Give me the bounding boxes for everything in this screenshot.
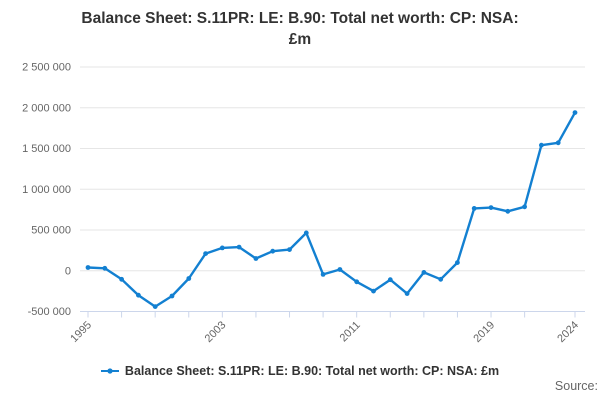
legend-line-marker-icon bbox=[100, 368, 119, 374]
data-point[interactable] bbox=[387, 277, 393, 283]
data-point[interactable] bbox=[169, 293, 175, 299]
data-point[interactable] bbox=[522, 204, 527, 210]
data-point[interactable] bbox=[555, 140, 561, 146]
data-point[interactable] bbox=[287, 247, 292, 253]
x-axis-tick-label: 2003 bbox=[203, 319, 229, 345]
x-axis-tick-label: 1995 bbox=[68, 319, 94, 345]
x-axis-tick-label: 2011 bbox=[338, 319, 363, 344]
data-point[interactable] bbox=[102, 265, 108, 271]
x-axis-tick-label: 2024 bbox=[555, 319, 581, 345]
chart-title-line1: Balance Sheet: S.11PR: LE: B.90: Total n… bbox=[81, 10, 519, 27]
data-point[interactable] bbox=[539, 142, 544, 148]
data-point[interactable] bbox=[572, 110, 578, 115]
chart-title: Balance Sheet: S.11PR: LE: B.90: Total n… bbox=[0, 8, 600, 50]
data-point[interactable] bbox=[371, 288, 376, 294]
data-point[interactable] bbox=[119, 276, 124, 282]
y-axis-tick-label: 2 000 000 bbox=[22, 102, 71, 114]
data-point[interactable] bbox=[219, 245, 225, 251]
data-point[interactable] bbox=[404, 291, 410, 296]
y-axis-tick-label: 1 500 000 bbox=[22, 143, 71, 155]
y-axis-tick-label: -500 000 bbox=[28, 306, 71, 318]
source-label: Source: bbox=[554, 379, 598, 393]
data-point[interactable] bbox=[203, 251, 209, 256]
y-axis-tick-label: 1 000 000 bbox=[22, 184, 71, 196]
data-point[interactable] bbox=[303, 230, 309, 236]
data-point[interactable] bbox=[354, 279, 360, 285]
y-axis-tick-label: 500 000 bbox=[31, 225, 71, 237]
data-point[interactable] bbox=[236, 244, 242, 250]
chart-title-line2: £m bbox=[288, 31, 312, 48]
data-point[interactable] bbox=[270, 248, 276, 254]
data-point[interactable] bbox=[488, 205, 494, 211]
x-axis-tick-label: 2019 bbox=[471, 319, 497, 345]
data-point[interactable] bbox=[136, 292, 141, 298]
series-line[interactable] bbox=[86, 111, 577, 308]
data-point[interactable] bbox=[455, 260, 460, 265]
data-point[interactable] bbox=[152, 304, 158, 309]
data-point[interactable] bbox=[253, 256, 259, 261]
data-point[interactable] bbox=[337, 267, 343, 272]
data-point[interactable] bbox=[421, 270, 427, 275]
data-point[interactable] bbox=[505, 208, 511, 214]
data-point[interactable] bbox=[438, 276, 444, 282]
data-point[interactable] bbox=[320, 272, 326, 277]
line-chart-plot[interactable]: 2 500 000 2 000 000 1 500 000 1 000 000 500 … bbox=[0, 0, 600, 360]
y-axis-tick-label: 2 500 000 bbox=[22, 62, 71, 74]
data-point[interactable] bbox=[471, 206, 477, 211]
legend-label: Balance Sheet: S.11PR: LE: B.90: Total n… bbox=[124, 364, 500, 378]
data-point[interactable] bbox=[186, 276, 192, 281]
data-point[interactable] bbox=[85, 265, 91, 270]
y-axis-tick-label: 0 bbox=[65, 265, 71, 277]
legend-item[interactable]: Balance Sheet: S.11PR: LE: B.90: Total n… bbox=[0, 361, 600, 381]
